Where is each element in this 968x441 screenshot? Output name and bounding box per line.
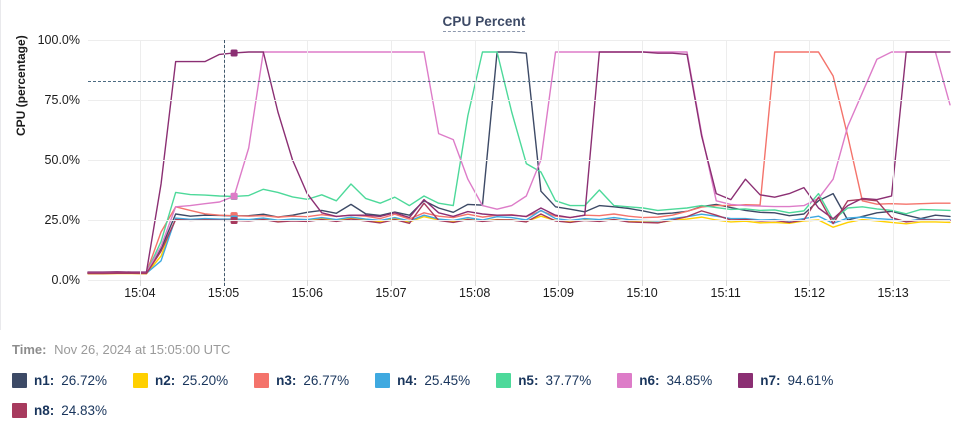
plot-area: CPU (percentage) 0.0% 25.0% 50.0% 75.0% 100.…	[0, 33, 968, 300]
x-axis-tick-label: 15:13	[877, 286, 909, 300]
x-axis-tick-label: 15:06	[291, 286, 323, 300]
x-axis-tick-label: 15:12	[793, 286, 826, 300]
legend-value-n4: 25.45%	[424, 372, 471, 388]
time-value: Nov 26, 2024 at 15:05:00 UTC	[54, 342, 231, 357]
legend-item-n7[interactable]: n7: 94.61%	[738, 369, 833, 391]
legend-value-n3: 26.77%	[303, 372, 350, 388]
panel-left-border	[0, 0, 1, 330]
series-line-n3	[87, 51, 951, 274]
legend-item-n2[interactable]: n2: 25.20%	[133, 369, 228, 391]
horizontal-gridline	[88, 160, 950, 161]
legend-value-n1: 26.72%	[61, 372, 108, 388]
x-axis-tick-mark	[558, 280, 560, 286]
legend-label-n1: n1:	[34, 372, 55, 388]
y-axis-ticks: 0.0% 25.0% 50.0% 75.0% 100.0%	[0, 33, 80, 287]
cursor-marker-n6	[230, 192, 238, 200]
legend-item-n5[interactable]: n5: 37.77%	[496, 369, 591, 391]
x-axis-tick-label: 15:05	[207, 286, 240, 300]
vertical-gridline	[307, 40, 309, 280]
cursor-time-row: Time: Nov 26, 2024 at 15:05:00 UTC	[0, 336, 968, 357]
x-axis-tick-mark	[139, 280, 141, 286]
legend-label-n4: n4:	[397, 372, 418, 388]
horizontal-gridline	[88, 280, 950, 281]
vertical-gridline	[642, 40, 644, 280]
legend-value-n8: 24.83%	[61, 402, 108, 418]
legend-swatch-n5	[496, 372, 512, 388]
y-axis-tick-label: 75.0%	[44, 93, 80, 107]
plot-canvas[interactable]: 15:04 15:05 15:06 15:07 15:08 15:09 15:10 15:11…	[87, 40, 951, 300]
legend-swatch-n6	[617, 372, 633, 388]
legend: n1: 26.72% n2: 25.20% n3: 26.77% n4: 25.45% n5: 3…	[12, 369, 952, 429]
vertical-gridline	[390, 40, 392, 280]
legend-label-n3: n3:	[276, 372, 297, 388]
legend-swatch-n8	[12, 402, 27, 418]
legend-swatch-n1	[12, 372, 27, 388]
legend-swatch-n2	[133, 372, 149, 388]
x-axis-tick-label: 15:09	[542, 286, 574, 300]
time-label: Time:	[12, 342, 47, 357]
x-axis-tick-mark	[390, 280, 392, 286]
cursor-marker-n7	[230, 49, 238, 57]
chart-title-text: CPU Percent	[442, 14, 526, 32]
x-axis-tick-label: 15:07	[375, 286, 407, 300]
legend-label-n6: n6:	[639, 372, 660, 388]
vertical-gridline	[558, 40, 560, 280]
vertical-gridline	[809, 40, 811, 280]
vertical-gridline	[474, 40, 476, 280]
y-axis-tick-label: 0.0%	[51, 273, 81, 287]
legend-label-n2: n2:	[155, 372, 176, 388]
legend-swatch-n7	[738, 372, 754, 388]
legend-value-n7: 94.61%	[787, 372, 834, 388]
legend-item-n1[interactable]: n1: 26.72%	[12, 369, 107, 391]
series-line-n5	[87, 51, 951, 274]
x-axis-tick-mark	[474, 280, 476, 286]
vertical-gridline	[139, 40, 141, 280]
threshold-line	[88, 80, 950, 82]
time-cursor-line[interactable]	[223, 40, 225, 286]
chart-footer: Time: Nov 26, 2024 at 15:05:00 UTC n1: 26…	[0, 336, 968, 429]
legend-value-n6: 34.85%	[666, 372, 713, 388]
series-line-n7	[87, 51, 951, 273]
series-line-n6	[87, 51, 951, 274]
series-line-n2	[87, 215, 951, 275]
legend-value-n2: 25.20%	[182, 372, 229, 388]
horizontal-gridline	[88, 220, 950, 221]
y-axis-tick-label: 50.0%	[44, 153, 80, 167]
legend-swatch-n4	[375, 372, 391, 388]
x-axis-tick-mark	[642, 280, 644, 286]
x-axis-tick-mark	[809, 280, 811, 286]
x-axis-tick-label: 15:10	[626, 286, 658, 300]
vertical-gridline	[725, 40, 727, 280]
page-title: CPU Percent	[0, 14, 968, 32]
x-axis-tick-label: 15:04	[124, 286, 156, 300]
legend-item-n6[interactable]: n6: 34.85%	[617, 369, 712, 391]
x-axis-tick-mark	[307, 280, 309, 286]
vertical-gridline	[893, 40, 895, 280]
x-axis-tick-label: 15:11	[710, 286, 741, 300]
legend-label-n7: n7:	[760, 372, 781, 388]
y-axis-tick-label: 100.0%	[37, 33, 80, 47]
x-axis-tick-label: 15:08	[459, 286, 491, 300]
legend-item-n8[interactable]: n8: 24.83%	[12, 399, 107, 421]
horizontal-gridline	[88, 40, 950, 41]
legend-value-n5: 37.77%	[545, 372, 592, 388]
legend-item-n3[interactable]: n3: 26.77%	[254, 369, 349, 391]
x-axis-tick-mark	[725, 280, 727, 286]
series-line-n1	[87, 51, 951, 274]
x-axis-tick-mark	[893, 280, 895, 286]
legend-label-n8: n8:	[34, 402, 55, 418]
legend-item-n4[interactable]: n4: 25.45%	[375, 369, 470, 391]
series-line-n8	[87, 196, 951, 275]
legend-label-n5: n5:	[518, 372, 539, 388]
horizontal-gridline	[88, 100, 950, 101]
legend-swatch-n3	[254, 372, 270, 388]
y-axis-tick-label: 25.0%	[44, 213, 80, 227]
